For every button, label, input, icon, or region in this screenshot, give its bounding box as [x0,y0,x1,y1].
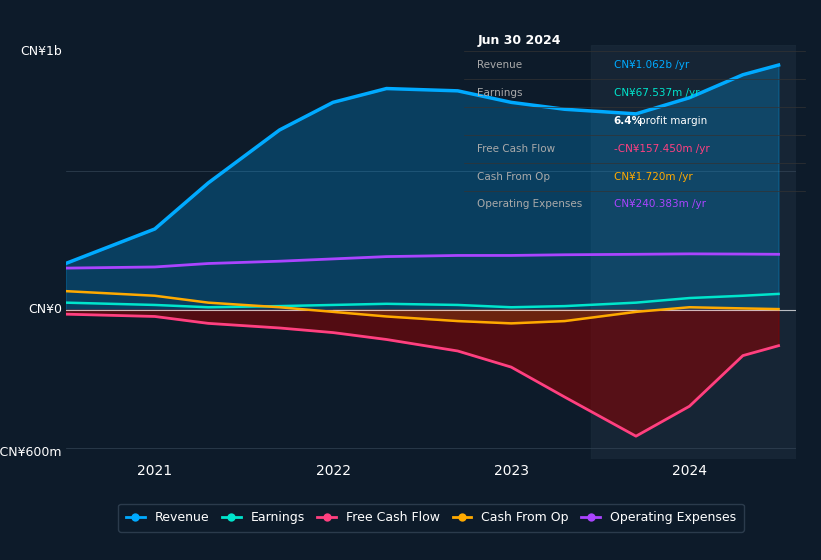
Legend: Revenue, Earnings, Free Cash Flow, Cash From Op, Operating Expenses: Revenue, Earnings, Free Cash Flow, Cash … [118,503,744,531]
Text: Jun 30 2024: Jun 30 2024 [478,34,561,46]
Text: profit margin: profit margin [640,116,708,126]
Text: CN¥240.383m /yr: CN¥240.383m /yr [614,199,706,209]
Text: 6.4%: 6.4% [614,116,643,126]
Text: CN¥1.062b /yr: CN¥1.062b /yr [614,60,689,71]
Text: -CN¥600m: -CN¥600m [0,446,62,459]
Text: Free Cash Flow: Free Cash Flow [478,144,556,154]
Text: Earnings: Earnings [478,88,523,98]
Text: -CN¥157.450m /yr: -CN¥157.450m /yr [614,144,709,154]
Text: CN¥1b: CN¥1b [21,45,62,58]
Text: CN¥67.537m /yr: CN¥67.537m /yr [614,88,699,98]
Text: Operating Expenses: Operating Expenses [478,199,583,209]
Text: Cash From Op: Cash From Op [478,172,551,181]
Text: Revenue: Revenue [478,60,523,71]
Bar [591,45,796,459]
Text: CN¥1.720m /yr: CN¥1.720m /yr [614,172,693,181]
Text: CN¥0: CN¥0 [28,303,62,316]
